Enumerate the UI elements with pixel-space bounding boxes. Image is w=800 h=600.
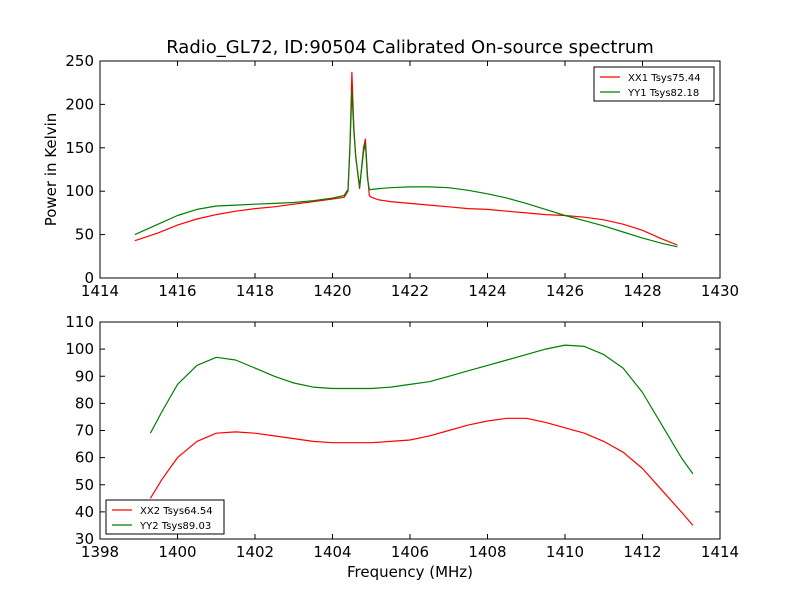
legend-label: XX2 Tsys64.54 bbox=[140, 506, 213, 517]
series-line-2 bbox=[134, 90, 678, 248]
x-tick-label: 1420 bbox=[313, 282, 351, 300]
x-tick-label: 1406 bbox=[391, 543, 429, 561]
x-tick-label: 1398 bbox=[81, 543, 119, 561]
top-panel: 1414 1416 1418 1420 1422 1424 1426 1428 1430 0 50 1… bbox=[42, 52, 739, 300]
x-tick-label: 1410 bbox=[546, 543, 584, 561]
bottom-panel: 1398 1400 1402 1404 1406 1408 1410 1412 1414 30 40… bbox=[65, 313, 739, 581]
y-tick-label: 60 bbox=[75, 449, 94, 467]
legend: XX1 Tsys75.44 YY1 Tsys82.18 bbox=[593, 66, 715, 102]
x-tick-label: 1404 bbox=[313, 543, 351, 561]
x-axis-label: Frequency (MHz) bbox=[347, 563, 473, 581]
x-tick-label: 1408 bbox=[468, 543, 506, 561]
chart-title: Radio_GL72, ID:90504 Calibrated On-sourc… bbox=[166, 37, 654, 58]
x-tick-label: 1400 bbox=[158, 543, 196, 561]
legend: XX2 Tsys64.54 YY2 Tsys89.03 bbox=[105, 499, 225, 535]
legend-label: YY1 Tsys82.18 bbox=[627, 88, 699, 99]
y-tick-label: 100 bbox=[65, 182, 94, 200]
x-tick-label: 1426 bbox=[546, 282, 584, 300]
y-tick-label: 30 bbox=[75, 530, 94, 548]
legend-label: XX1 Tsys75.44 bbox=[628, 73, 701, 84]
series-line-1 bbox=[149, 417, 694, 526]
legend-box bbox=[593, 66, 715, 102]
legend-label: YY2 Tsys89.03 bbox=[139, 521, 211, 532]
y-tick-label: 200 bbox=[65, 95, 94, 113]
x-tick-label: 1416 bbox=[158, 282, 196, 300]
x-tick-label: 1418 bbox=[236, 282, 274, 300]
x-tick-label: 1414 bbox=[701, 543, 739, 561]
y-tick-label: 150 bbox=[65, 139, 94, 157]
x-tick-label: 1412 bbox=[623, 543, 661, 561]
y-tick-label: 80 bbox=[75, 394, 94, 412]
x-tick-label: 1428 bbox=[623, 282, 661, 300]
x-tick-label: 1422 bbox=[391, 282, 429, 300]
y-tick-label: 50 bbox=[75, 476, 94, 494]
y-tick-label: 50 bbox=[75, 226, 94, 244]
x-tick-label: 1424 bbox=[468, 282, 506, 300]
y-axis-label: Power in Kelvin bbox=[42, 113, 60, 227]
series-line-2 bbox=[149, 344, 694, 475]
legend-box bbox=[105, 499, 225, 535]
y-tick-label: 90 bbox=[75, 367, 94, 385]
y-tick-label: 100 bbox=[65, 340, 94, 358]
y-tick-label: 40 bbox=[75, 503, 94, 521]
y-tick-label: 110 bbox=[65, 313, 94, 331]
x-tick-label: 1414 bbox=[81, 282, 119, 300]
x-tick-label: 1402 bbox=[236, 543, 274, 561]
y-tick-label: 250 bbox=[65, 52, 94, 70]
y-tick-label: 0 bbox=[84, 269, 94, 287]
x-tick-label: 1430 bbox=[701, 282, 739, 300]
y-tick-label: 70 bbox=[75, 422, 94, 440]
